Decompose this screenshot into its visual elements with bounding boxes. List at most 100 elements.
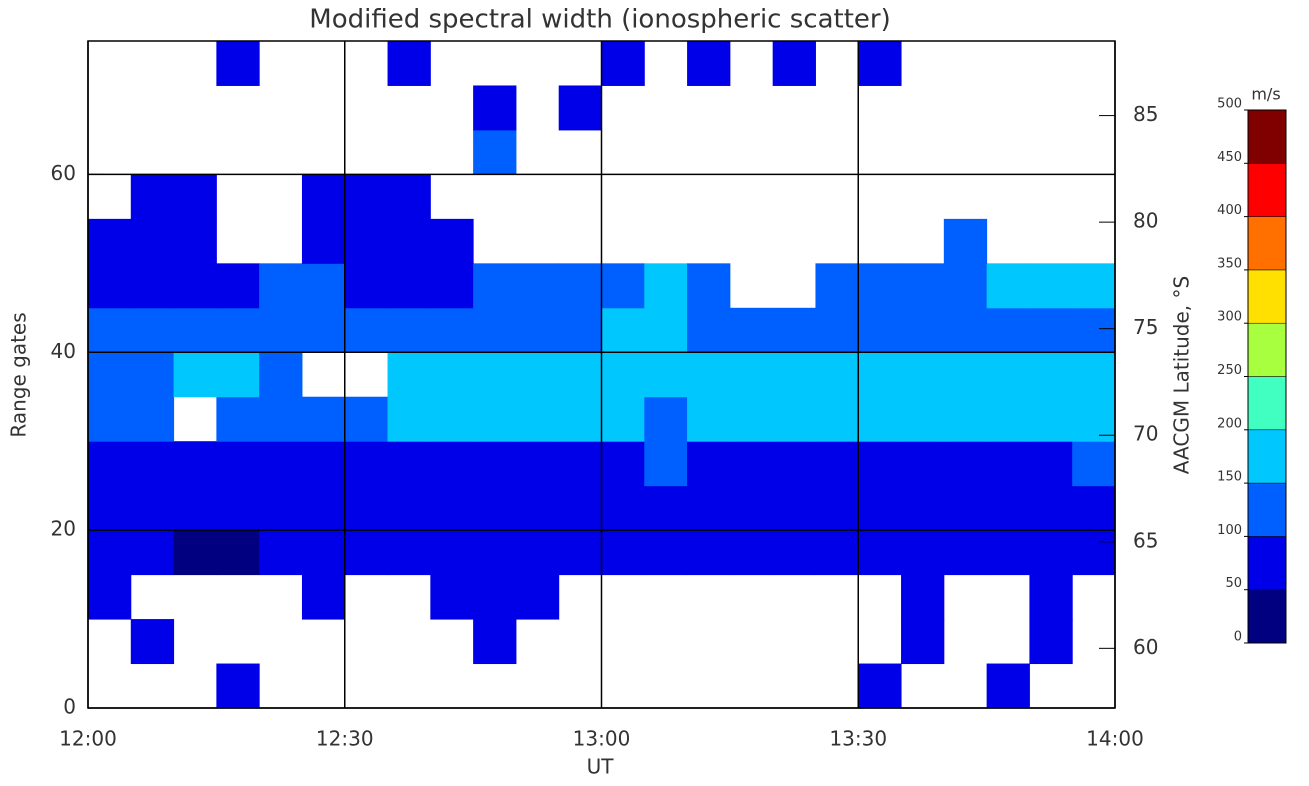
heatmap-cell <box>901 619 945 665</box>
heatmap-cell <box>173 218 217 264</box>
y-tick-label: 20 <box>51 517 76 541</box>
colorbar-frame <box>1247 109 1287 644</box>
heatmap-cell <box>473 396 517 442</box>
heatmap-cell <box>687 396 731 442</box>
heatmap-cell <box>687 352 731 398</box>
heatmap-cell <box>601 530 645 576</box>
colorbar-tick-label: 250 <box>1217 363 1242 378</box>
heatmap-cell <box>1072 485 1116 531</box>
heatmap-cell <box>259 396 303 442</box>
heatmap-cell <box>301 485 346 531</box>
heatmap-cell <box>729 352 774 398</box>
heatmap-cell <box>772 530 816 576</box>
colorbar-tick-label: 200 <box>1217 416 1242 431</box>
colorbar-tick-label: 50 <box>1225 576 1242 591</box>
heatmap-cell <box>815 263 859 309</box>
heatmap-cell <box>130 485 175 531</box>
heatmap-cell <box>301 574 346 620</box>
heatmap-cell <box>216 263 260 309</box>
heatmap-cell <box>1029 352 1073 398</box>
heatmap-cell <box>772 396 816 442</box>
heatmap-cell <box>1072 530 1116 576</box>
heatmap-cell <box>130 307 175 353</box>
heatmap-cell <box>858 352 902 398</box>
heatmap-cell <box>986 352 1030 398</box>
heatmap-cell <box>387 41 431 86</box>
heatmap-cell <box>858 485 902 531</box>
heatmap-cell <box>473 619 517 665</box>
heatmap-cell <box>301 307 346 353</box>
heatmap-cell <box>986 663 1030 709</box>
heatmap-cell <box>644 352 688 398</box>
heatmap-cell <box>1029 530 1073 576</box>
heatmap-cell <box>130 619 175 665</box>
heatmap-cell <box>473 352 517 398</box>
heatmap-cell <box>301 441 346 487</box>
heatmap-cell <box>901 485 945 531</box>
heatmap-cell <box>344 218 389 264</box>
heatmap-cell <box>473 574 517 620</box>
heatmap-cell <box>1029 396 1073 442</box>
heatmap-cell <box>173 441 217 487</box>
heatmap-cell <box>216 352 260 398</box>
heatmap-cell <box>729 441 774 487</box>
heatmap-cell <box>473 263 517 309</box>
heatmap-cell <box>515 574 560 620</box>
heatmap-cell <box>729 396 774 442</box>
heatmap-cell <box>858 663 902 709</box>
colorbar-segment <box>1247 269 1287 324</box>
heatmap-cell <box>430 485 474 531</box>
heatmap-cell <box>216 485 260 531</box>
heatmap-cell <box>473 129 517 175</box>
heatmap-cell <box>772 352 816 398</box>
heatmap-cell <box>1029 263 1073 309</box>
heatmap-cell <box>815 485 859 531</box>
heatmap-cell <box>644 441 688 487</box>
heatmap-cell <box>387 530 431 576</box>
colorbar-tick-label: 450 <box>1217 150 1242 165</box>
heatmap-cell <box>473 485 517 531</box>
colorbar-label: m/s <box>1251 85 1280 104</box>
heatmap-cell <box>301 174 346 220</box>
heatmap-cell <box>216 663 260 709</box>
y2-tick-label: 65 <box>1133 528 1158 552</box>
heatmap-cell <box>1029 441 1073 487</box>
heatmap-cell <box>430 441 474 487</box>
heatmap-cell <box>601 263 645 309</box>
heatmap-cell <box>644 307 688 353</box>
colorbar-tick-label: 350 <box>1217 256 1242 271</box>
heatmap-cell <box>1072 441 1116 487</box>
heatmap-cell <box>430 263 474 309</box>
heatmap-cell <box>515 441 560 487</box>
heatmap-cell <box>344 263 389 309</box>
heatmap-cell <box>558 307 602 353</box>
heatmap-cell <box>259 263 303 309</box>
heatmap-cell <box>1072 307 1116 353</box>
heatmap-cell <box>901 574 945 620</box>
y-axis-label: Range gates <box>7 312 31 437</box>
heatmap-cell <box>387 485 431 531</box>
x-tick-label: 13:00 <box>573 727 631 751</box>
heatmap-cell <box>943 485 988 531</box>
heatmap-cell <box>88 218 132 264</box>
heatmap-cell <box>815 396 859 442</box>
x-tick-label: 12:00 <box>59 727 117 751</box>
heatmap-cell <box>815 307 859 353</box>
colorbar-segment <box>1247 216 1287 271</box>
heatmap-cell <box>644 530 688 576</box>
heatmap-cell <box>601 485 645 531</box>
heatmap-cell <box>729 530 774 576</box>
heatmap-cell <box>88 396 132 442</box>
heatmap-cell <box>558 485 602 531</box>
heatmap-cell <box>130 263 175 309</box>
heatmap-cell <box>687 41 731 86</box>
heatmap-cell <box>729 307 774 353</box>
heatmap-cell <box>687 441 731 487</box>
x-tick-label: 13:30 <box>829 727 887 751</box>
heatmap-cell <box>173 485 217 531</box>
heatmap-cell <box>130 396 175 442</box>
heatmap-cell <box>1029 307 1073 353</box>
heatmap-cell <box>943 307 988 353</box>
heatmap-cell <box>644 396 688 442</box>
heatmap-cell <box>387 218 431 264</box>
